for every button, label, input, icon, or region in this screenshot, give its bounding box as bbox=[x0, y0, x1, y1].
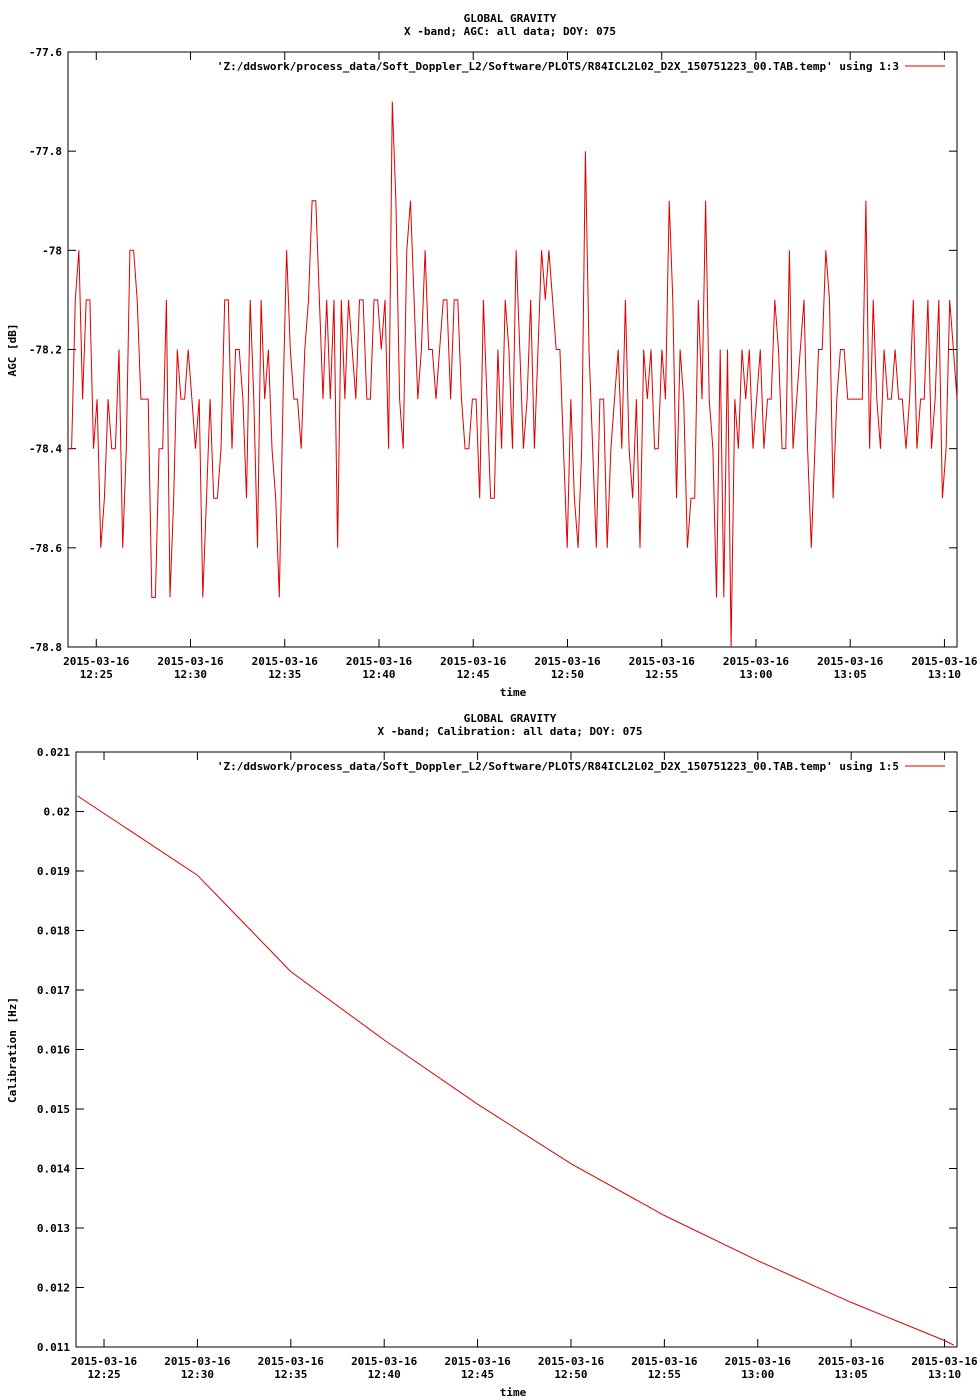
y-tick-label: -78 bbox=[42, 244, 62, 257]
y-axis-label: Calibration [Hz] bbox=[6, 997, 19, 1103]
y-tick-label: 0.017 bbox=[37, 984, 70, 997]
x-tick-time-label: 13:05 bbox=[834, 668, 867, 681]
y-tick-label: -78.2 bbox=[29, 344, 62, 357]
x-tick-time-label: 12:45 bbox=[457, 668, 490, 681]
y-tick-label: 0.02 bbox=[44, 806, 71, 819]
y-tick-label: 0.016 bbox=[37, 1044, 70, 1057]
x-tick-date-label: 2015-03-16 bbox=[725, 1355, 792, 1368]
y-tick-label: 0.021 bbox=[37, 746, 70, 759]
x-tick-time-label: 12:50 bbox=[551, 668, 584, 681]
legend-label: 'Z:/ddswork/process_data/Soft_Doppler_L2… bbox=[217, 60, 899, 73]
x-tick-date-label: 2015-03-16 bbox=[157, 655, 224, 668]
x-axis-label: time bbox=[500, 686, 527, 699]
plot-frame bbox=[75, 751, 958, 1348]
x-tick-time-label: 12:50 bbox=[554, 1368, 587, 1381]
x-tick-date-label: 2015-03-16 bbox=[351, 1355, 418, 1368]
x-tick-date-label: 2015-03-16 bbox=[631, 1355, 698, 1368]
x-axis-label: time bbox=[500, 1386, 527, 1399]
y-tick-label: -78.4 bbox=[29, 443, 62, 456]
x-tick-time-label: 12:30 bbox=[174, 668, 207, 681]
x-tick-date-label: 2015-03-16 bbox=[252, 655, 319, 668]
y-tick-label: 0.012 bbox=[37, 1282, 70, 1295]
x-tick-date-label: 2015-03-16 bbox=[911, 655, 978, 668]
x-tick-time-label: 13:10 bbox=[928, 668, 961, 681]
x-tick-date-label: 2015-03-16 bbox=[71, 1355, 138, 1368]
y-tick-label: -78.8 bbox=[29, 641, 62, 654]
series-line bbox=[77, 795, 955, 1346]
x-tick-time-label: 13:00 bbox=[739, 668, 772, 681]
x-tick-time-label: 13:00 bbox=[741, 1368, 774, 1381]
x-tick-date-label: 2015-03-16 bbox=[911, 1355, 978, 1368]
y-tick-label: 0.014 bbox=[37, 1163, 70, 1176]
x-tick-time-label: 12:45 bbox=[461, 1368, 494, 1381]
chart-title: GLOBAL GRAVITY bbox=[464, 712, 557, 725]
x-tick-date-label: 2015-03-16 bbox=[444, 1355, 511, 1368]
x-tick-time-label: 12:30 bbox=[181, 1368, 214, 1381]
x-tick-date-label: 2015-03-16 bbox=[63, 655, 130, 668]
x-tick-date-label: 2015-03-16 bbox=[534, 655, 601, 668]
x-tick-date-label: 2015-03-16 bbox=[440, 655, 507, 668]
x-tick-time-label: 12:25 bbox=[87, 1368, 120, 1381]
plot-frame bbox=[67, 51, 958, 648]
y-tick-label: 0.015 bbox=[37, 1103, 70, 1116]
x-tick-date-label: 2015-03-16 bbox=[164, 1355, 231, 1368]
y-tick-label: -77.6 bbox=[29, 46, 62, 59]
x-tick-date-label: 2015-03-16 bbox=[258, 1355, 325, 1368]
y-tick-label: 0.018 bbox=[37, 925, 70, 938]
y-tick-label: -78.6 bbox=[29, 542, 62, 555]
y-tick-label: -77.8 bbox=[29, 145, 62, 158]
chart-subtitle: X -band; Calibration: all data; DOY: 075 bbox=[378, 725, 643, 738]
x-tick-time-label: 12:25 bbox=[80, 668, 113, 681]
y-tick-label: 0.011 bbox=[37, 1341, 70, 1354]
x-tick-time-label: 12:40 bbox=[368, 1368, 401, 1381]
x-tick-time-label: 12:35 bbox=[268, 668, 301, 681]
legend-label: 'Z:/ddswork/process_data/Soft_Doppler_L2… bbox=[217, 760, 899, 773]
y-axis-label: AGC [dB] bbox=[6, 324, 19, 377]
x-tick-date-label: 2015-03-16 bbox=[346, 655, 413, 668]
x-tick-time-label: 12:55 bbox=[645, 668, 678, 681]
x-tick-time-label: 13:10 bbox=[928, 1368, 961, 1381]
y-tick-label: 0.019 bbox=[37, 865, 70, 878]
x-tick-date-label: 2015-03-16 bbox=[538, 1355, 605, 1368]
chart-title: GLOBAL GRAVITY bbox=[464, 12, 557, 25]
x-tick-date-label: 2015-03-16 bbox=[818, 1355, 885, 1368]
x-tick-date-label: 2015-03-16 bbox=[817, 655, 884, 668]
y-tick-label: 0.013 bbox=[37, 1222, 70, 1235]
chart-subtitle: X -band; AGC: all data; DOY: 075 bbox=[404, 25, 616, 38]
x-tick-date-label: 2015-03-16 bbox=[629, 655, 696, 668]
x-tick-time-label: 12:55 bbox=[648, 1368, 681, 1381]
x-tick-time-label: 12:40 bbox=[362, 668, 395, 681]
x-tick-time-label: 12:35 bbox=[274, 1368, 307, 1381]
x-tick-date-label: 2015-03-16 bbox=[723, 655, 790, 668]
series-line bbox=[68, 101, 958, 648]
x-tick-time-label: 13:05 bbox=[835, 1368, 868, 1381]
